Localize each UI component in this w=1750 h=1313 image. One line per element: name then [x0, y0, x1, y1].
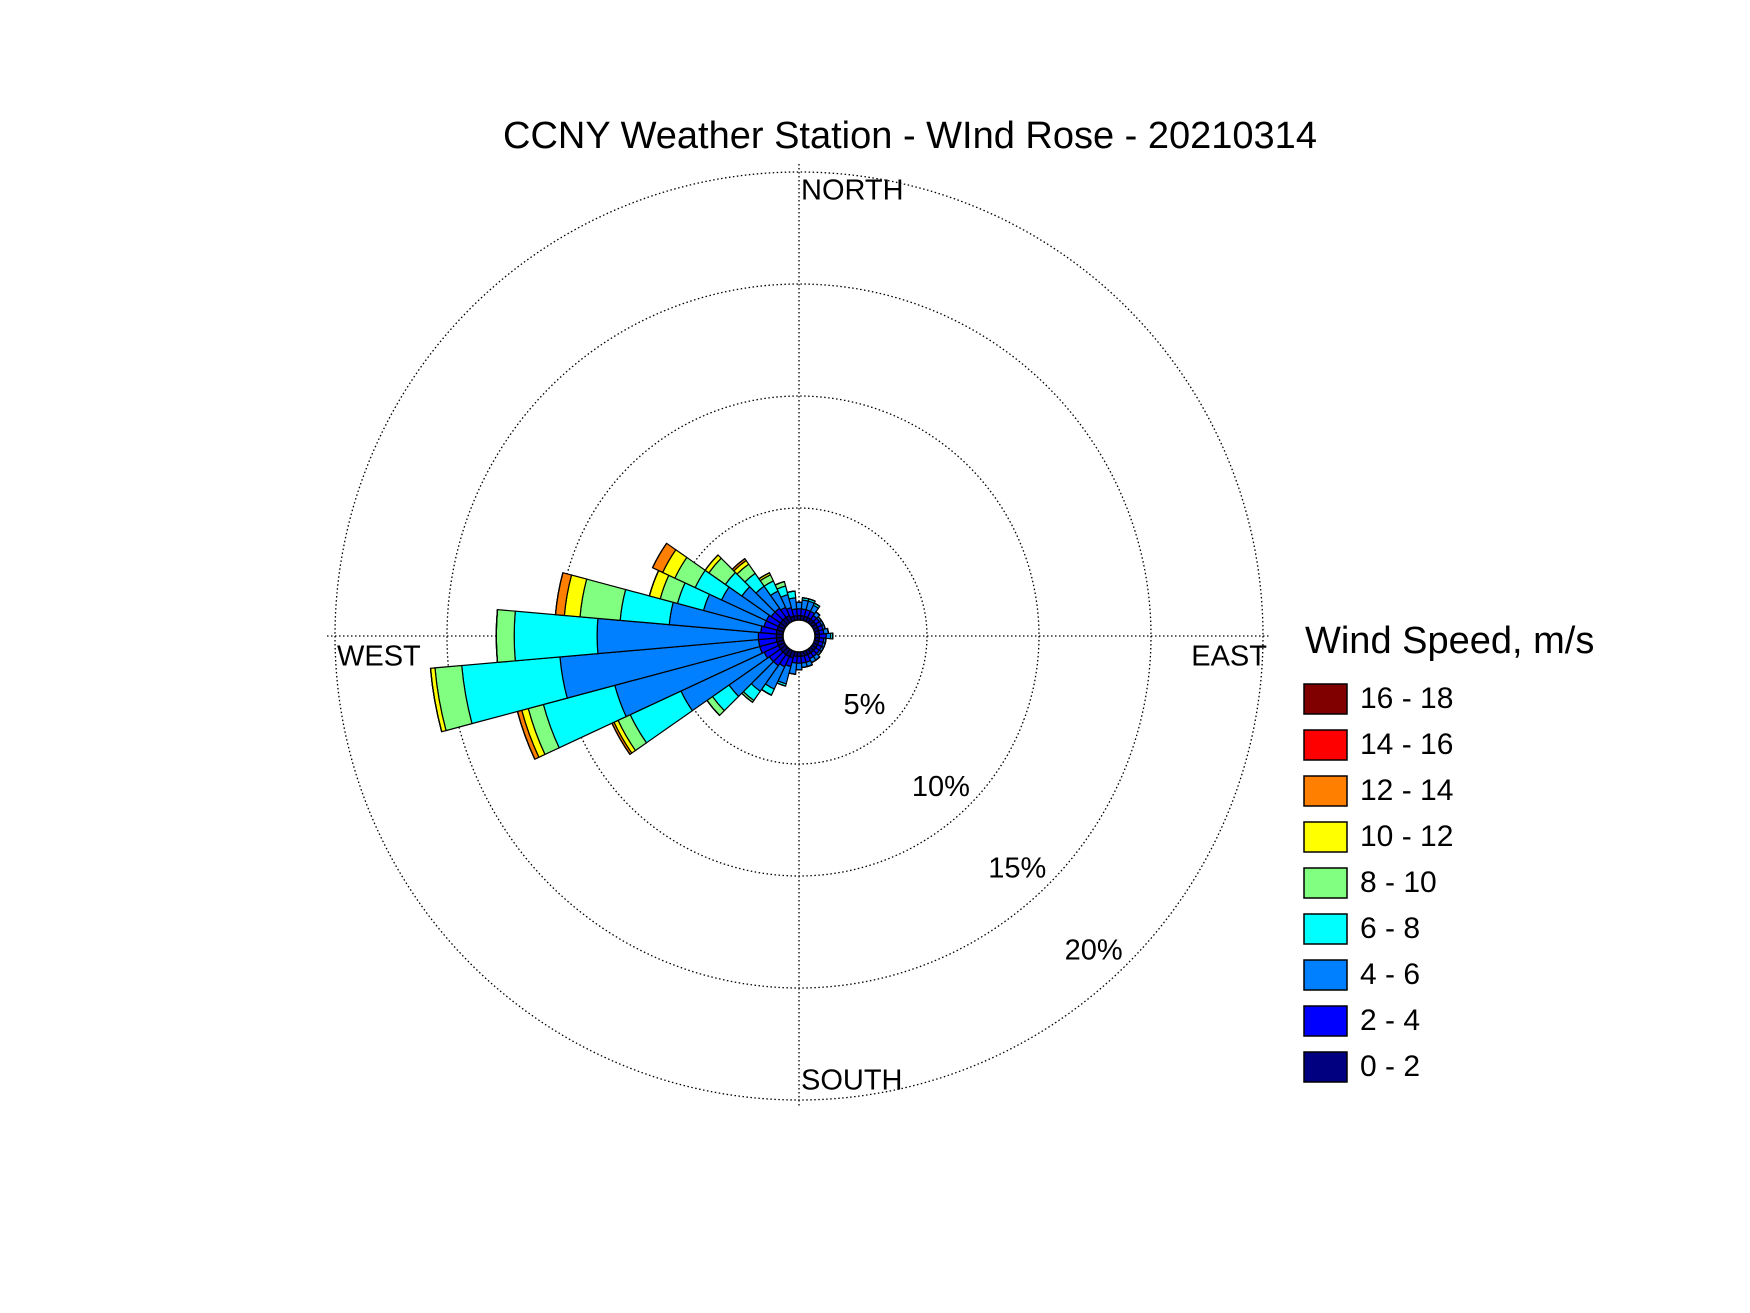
- legend-swatch: [1303, 1005, 1348, 1037]
- grid-ring: [446, 283, 1152, 989]
- direction-label: WEST: [337, 641, 421, 673]
- rose-segment: [731, 558, 746, 570]
- legend-swatch: [1303, 913, 1348, 945]
- legend-swatch: [1303, 683, 1348, 715]
- direction-label: SOUTH: [801, 1065, 903, 1097]
- grid-ring: [670, 507, 928, 765]
- legend-label: 2 - 4: [1360, 1004, 1420, 1037]
- legend-label: 4 - 6: [1360, 958, 1420, 991]
- rose-segment: [513, 610, 599, 662]
- rose-segment: [815, 611, 821, 616]
- grid-ring: [558, 395, 1040, 877]
- legend-label: 14 - 16: [1360, 728, 1453, 761]
- rose-segment: [774, 581, 785, 586]
- center-hole: [782, 619, 816, 653]
- legend-label: 8 - 10: [1360, 866, 1437, 899]
- rose-segment: [429, 668, 443, 732]
- legend-label: 6 - 8: [1360, 912, 1420, 945]
- legend-label: 0 - 2: [1360, 1050, 1420, 1083]
- legend-swatch: [1303, 1051, 1348, 1083]
- legend-swatch: [1303, 821, 1348, 853]
- chart-title: CCNY Weather Station - WInd Rose - 20210…: [503, 115, 1317, 157]
- legend-title: Wind Speed, m/s: [1305, 620, 1594, 662]
- legend-swatch: [1303, 729, 1348, 761]
- legend-swatch: [1303, 775, 1348, 807]
- legend-label: 16 - 18: [1360, 682, 1453, 715]
- ring-label: 15%: [988, 853, 1046, 885]
- rose-segment: [554, 572, 564, 615]
- grid-ring: [334, 171, 1264, 1101]
- direction-label: NORTH: [801, 175, 904, 207]
- legend-swatch: [1303, 867, 1348, 899]
- rose-segment: [704, 554, 719, 571]
- legend-swatch: [1303, 959, 1348, 991]
- rose-segment: [579, 578, 627, 622]
- rose-segment: [495, 608, 516, 664]
- direction-label: EAST: [1191, 641, 1267, 673]
- ring-label: 5%: [844, 689, 886, 721]
- legend-label: 10 - 12: [1360, 820, 1453, 853]
- rose-segment: [758, 572, 770, 580]
- legend-label: 12 - 14: [1360, 774, 1453, 807]
- ring-label: 20%: [1065, 935, 1123, 967]
- rose-segment: [825, 632, 832, 640]
- ring-label: 10%: [912, 771, 970, 803]
